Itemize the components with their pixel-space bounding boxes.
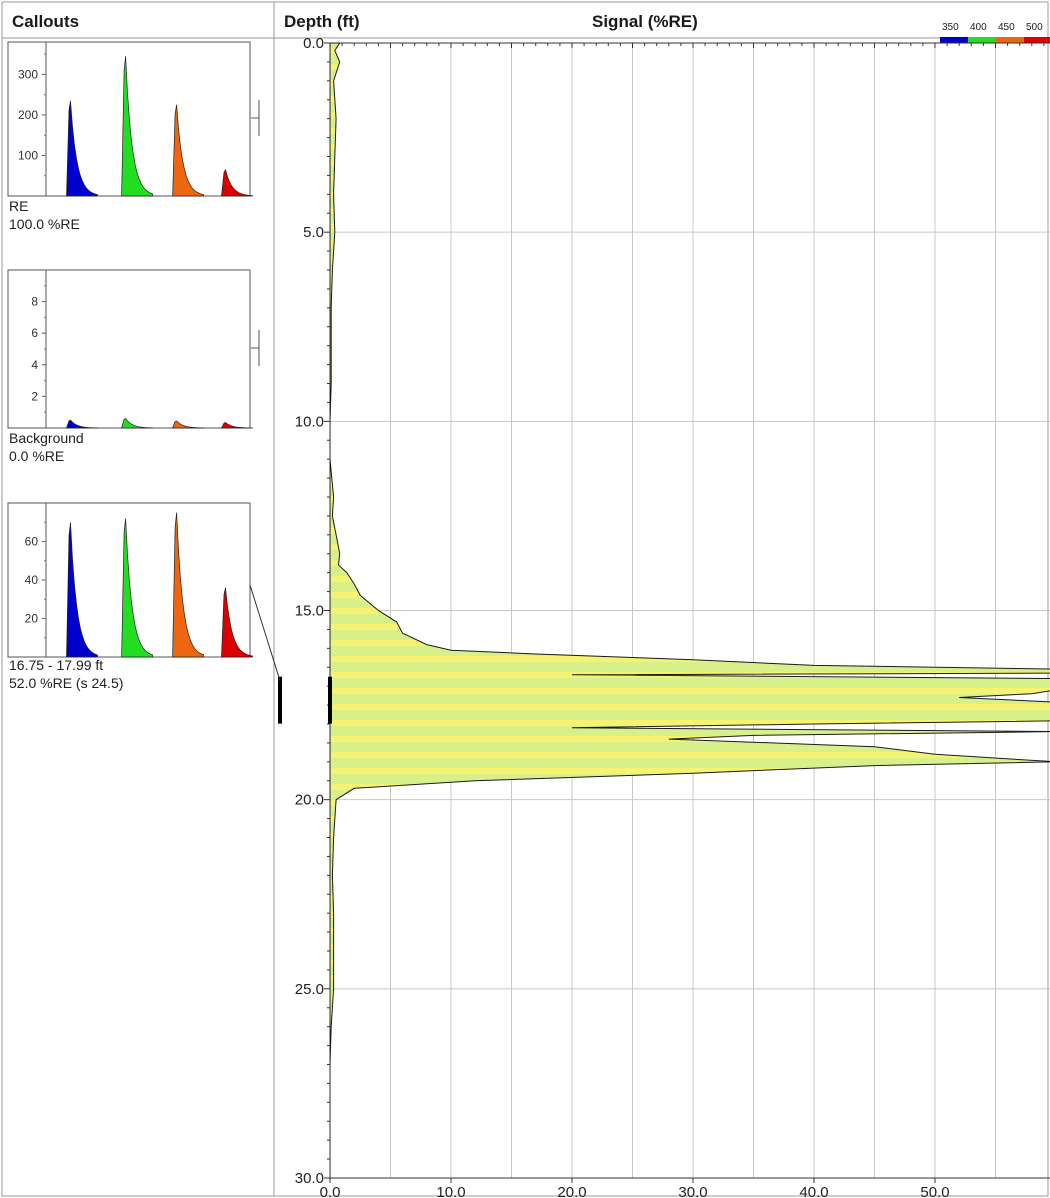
callout-y-tick-label: 60 — [25, 535, 39, 549]
wavelength-legend: 350 400 450 500 — [940, 22, 1050, 43]
depth-tick-label: 20.0 — [295, 792, 324, 809]
legend-label-500: 500 — [1026, 22, 1043, 33]
callout-1-value: 100.0 %RE — [9, 216, 80, 232]
callout-connector — [249, 584, 281, 681]
callout-y-tick-label: 6 — [31, 326, 38, 340]
callout-peak-350 — [66, 419, 98, 429]
callout-peak-500 — [221, 168, 253, 197]
signal-axis-title: Signal (%RE) — [592, 12, 698, 31]
callout-peak-400 — [121, 518, 153, 658]
callout-2-label: Background — [9, 430, 84, 446]
signal-tick-label: 40.0 — [799, 1184, 828, 1198]
callout-3-label: 16.75 - 17.99 ft — [9, 657, 103, 673]
callout-peak-500 — [221, 587, 253, 658]
chart-grid — [330, 43, 1050, 1178]
signal-tick-label: 0.0 — [320, 1184, 341, 1198]
callout-1-label: RE — [9, 198, 28, 214]
callout-peak-350 — [66, 100, 98, 197]
legend-label-350: 350 — [942, 22, 959, 33]
signal-area — [330, 43, 1050, 1178]
depth-axis-title: Depth (ft) — [284, 12, 360, 31]
callouts-header: Callouts — [12, 12, 79, 31]
signal-log-chart: 0.05.010.015.020.025.030.00.0 10.0 20.0 30.… — [249, 35, 1050, 1198]
callout-y-tick-label: 4 — [31, 358, 38, 372]
legend-swatch-400 — [968, 37, 996, 43]
callout-spectrum-3: 20 40 60 — [7, 502, 253, 658]
callout-peak-400 — [121, 418, 153, 429]
callout-peak-350 — [66, 522, 98, 658]
callout-peak-500 — [220, 422, 253, 429]
callout-peak-450 — [172, 420, 204, 429]
depth-tick-label: 10.0 — [295, 413, 324, 430]
legend-swatch-350 — [940, 37, 968, 43]
callout-peak-450 — [172, 512, 204, 658]
callout-3-value: 52.0 %RE (s 24.5) — [9, 675, 123, 691]
callout-peak-400 — [121, 56, 153, 197]
callout-y-tick-label: 20 — [25, 612, 39, 626]
callout-1-scale-marker — [251, 100, 260, 136]
legend-swatch-500 — [1024, 37, 1050, 43]
signal-tick-label: 50.0 — [920, 1184, 949, 1198]
callout-2-scale-marker — [251, 330, 260, 366]
interval-marker-axis — [328, 676, 332, 724]
legend-label-450: 450 — [998, 22, 1015, 33]
signal-tick-label: 30.0 — [678, 1184, 707, 1198]
callouts-panel: 100 200 300 2 4 6 8 20 40 60 — [7, 41, 260, 658]
legend-label-400: 400 — [970, 22, 987, 33]
callout-y-tick-label: 200 — [18, 108, 38, 122]
callout-y-tick-label: 40 — [25, 573, 39, 587]
callout-y-tick-label: 2 — [31, 389, 38, 403]
callout-y-tick-label: 8 — [31, 295, 38, 309]
signal-tick-label: 10.0 — [436, 1184, 465, 1198]
signal-tick-label: 20.0 — [557, 1184, 586, 1198]
interval-marker-left — [278, 676, 282, 724]
callout-y-tick-label: 300 — [18, 67, 38, 81]
depth-tick-label: 25.0 — [295, 981, 324, 998]
callout-peak-450 — [172, 104, 204, 197]
depth-tick-label: 30.0 — [295, 1170, 324, 1187]
depth-tick-label: 15.0 — [295, 603, 324, 620]
depth-tick-label: 0.0 — [303, 35, 324, 52]
callout-y-tick-label: 100 — [18, 148, 38, 162]
callout-frame — [7, 269, 251, 429]
callout-spectrum-2: 2 4 6 8 — [7, 269, 253, 429]
legend-swatch-450 — [996, 37, 1024, 43]
callout-spectrum-1: 100 200 300 — [7, 41, 253, 197]
callout-2-value: 0.0 %RE — [9, 448, 64, 464]
depth-tick-label: 5.0 — [303, 224, 324, 241]
